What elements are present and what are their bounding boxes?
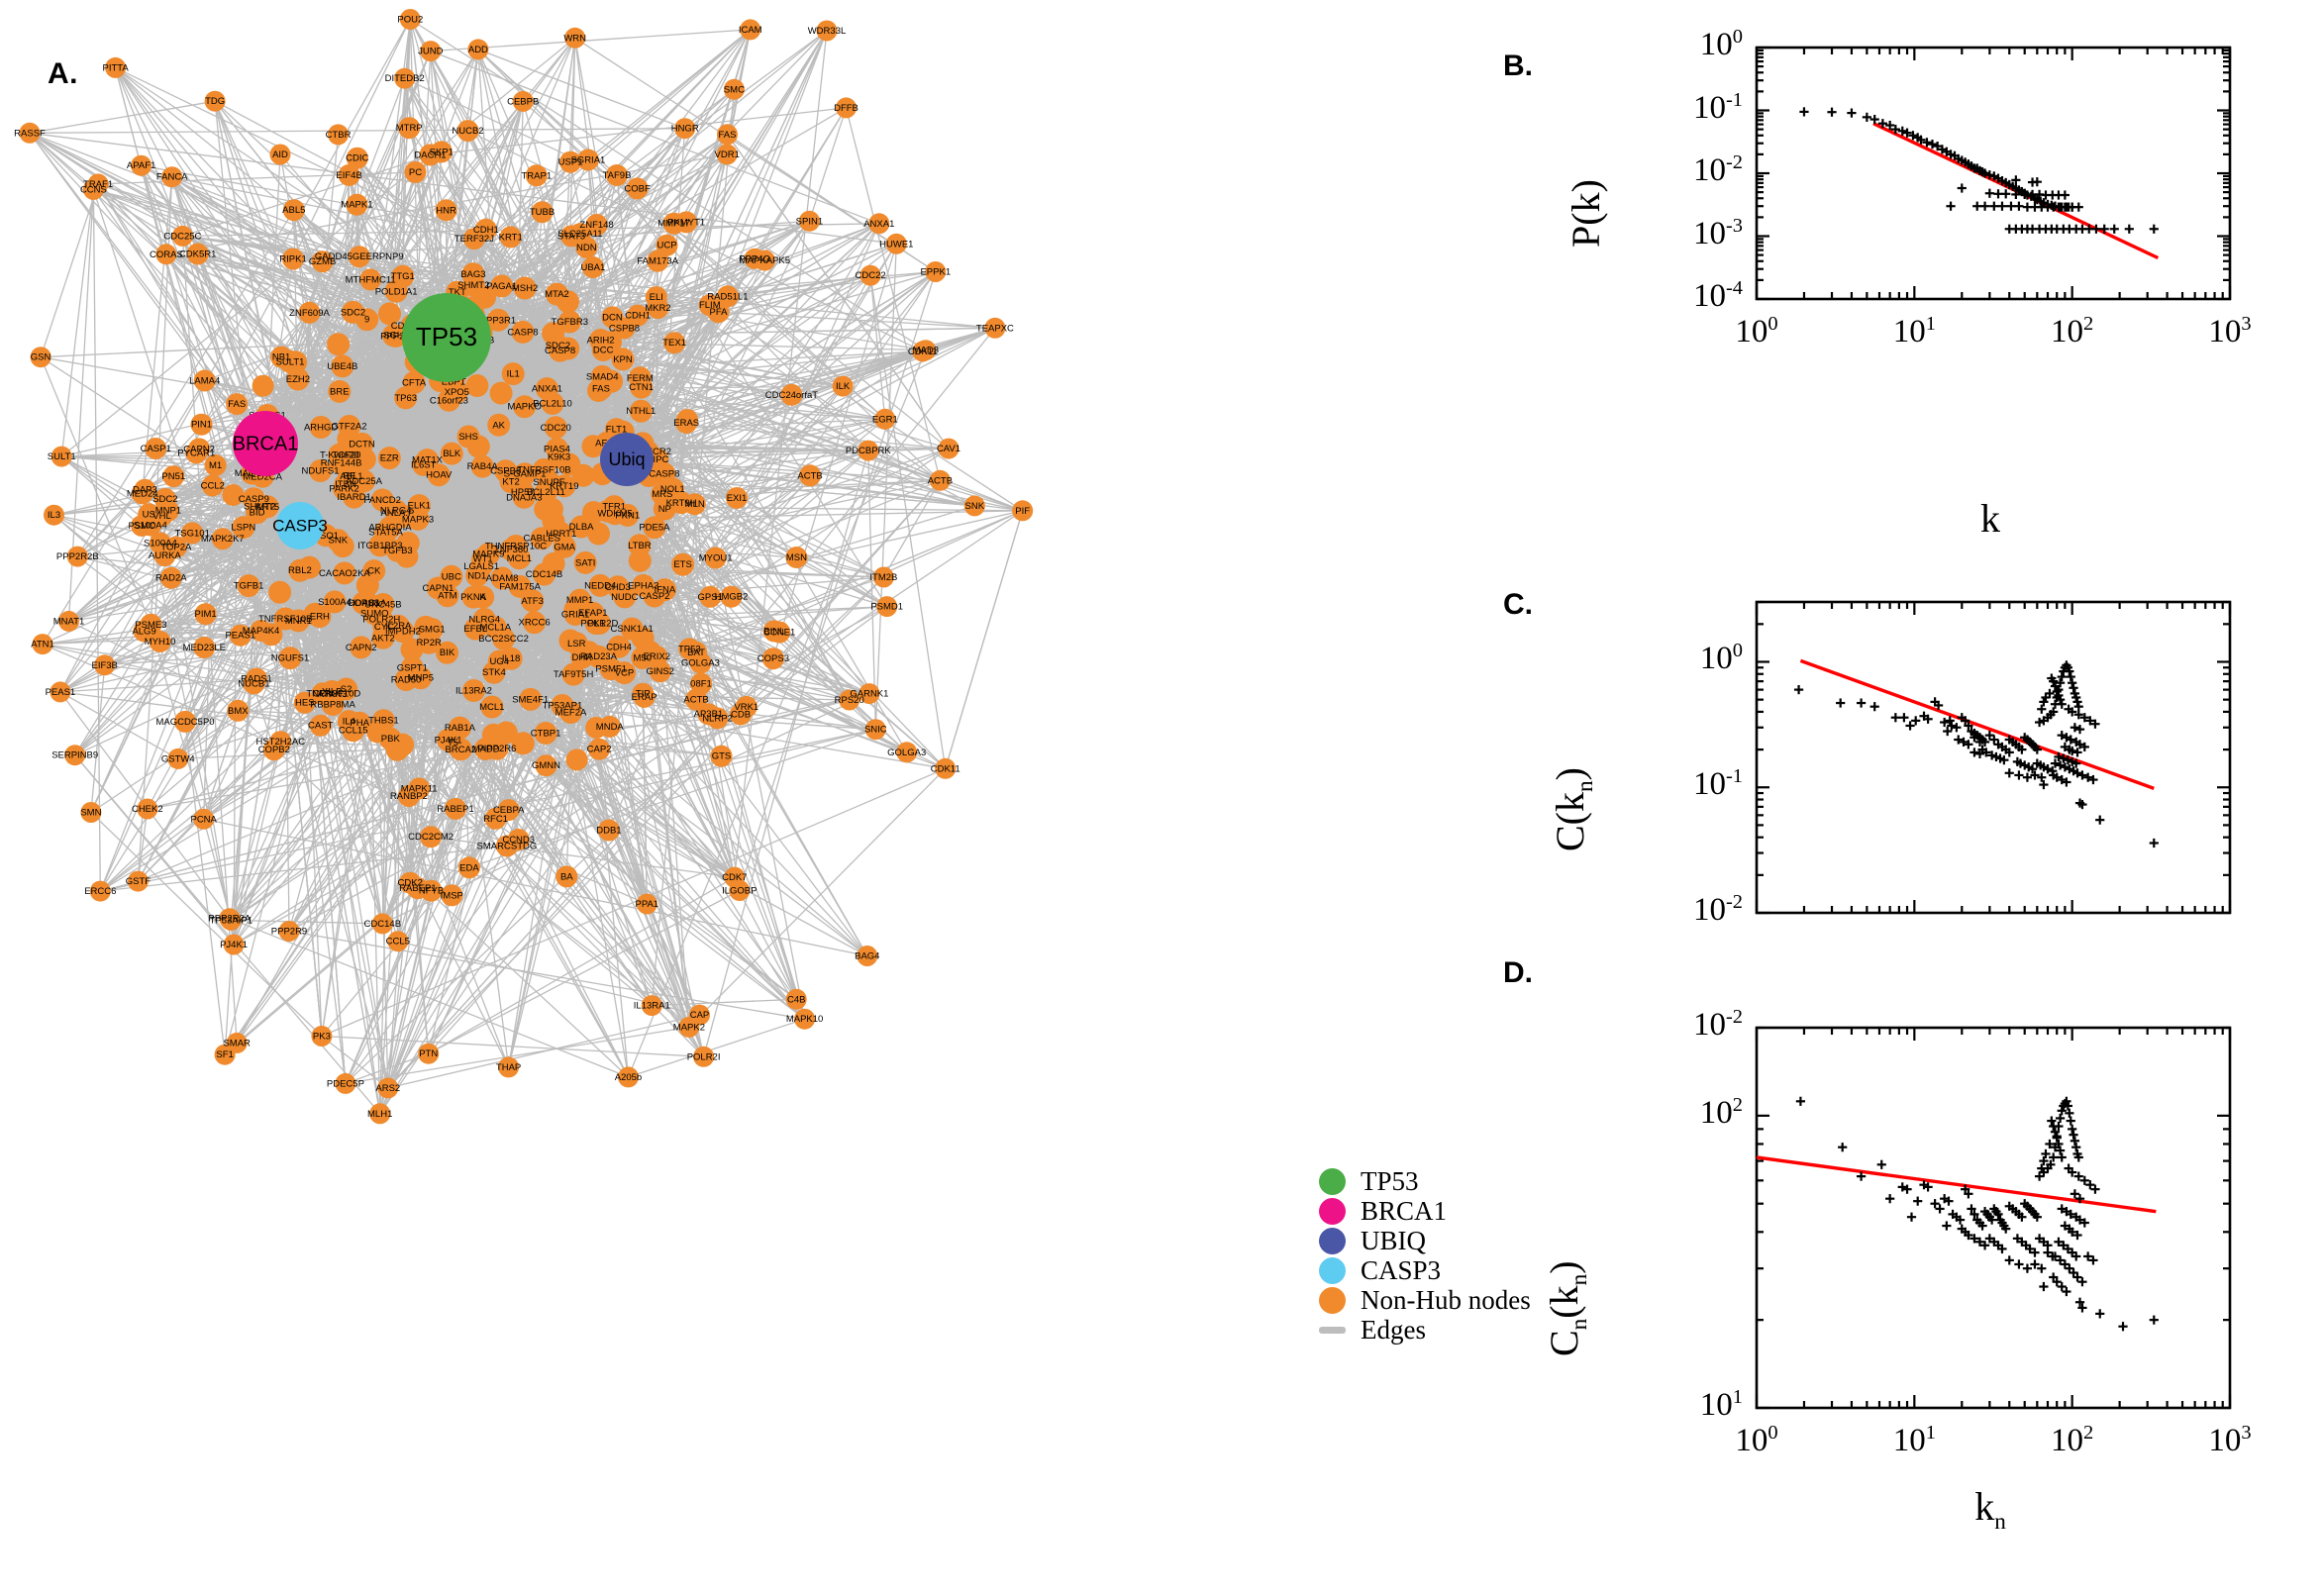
legend-swatch-dot xyxy=(1319,1256,1346,1284)
network-nodes: TAF9BABL5GMAMAGOHMCL1ADHRALG9CDC14BTHAPR… xyxy=(14,9,1034,1125)
network-graph: TAF9BABL5GMAMAGOHMCL1ADHRALG9CDC14BTHAPR… xyxy=(14,9,1034,1125)
network-legend: TP53 BRCA1 UBIQ CASP3 Non-Hub nodes Edges xyxy=(1319,1166,1531,1345)
legend-label: TP53 xyxy=(1361,1165,1419,1196)
legend-swatch-dot xyxy=(1319,1227,1346,1254)
panel-d-top-tick: 10-2 xyxy=(1692,1006,1743,1043)
hub-node-ubiq: Ubiq xyxy=(600,433,654,486)
panel-d-xtick-3: 103 xyxy=(2208,1422,2252,1458)
legend-item-ubiq: UBIQ xyxy=(1319,1226,1531,1255)
legend-item-tp53: TP53 xyxy=(1319,1166,1531,1196)
panel-d-axes xyxy=(1755,1026,2232,1410)
panel-b-ytick-3: 10-3 xyxy=(1692,214,1743,251)
panel-d-ytick-1: 101 xyxy=(1699,1386,1743,1423)
panel-b-label: B. xyxy=(1503,50,1533,82)
legend-item-casp3: CASP3 xyxy=(1319,1255,1531,1285)
panel-b-ylabel: P(k) xyxy=(1564,179,1608,248)
panel-b-ytick-0: 100 xyxy=(1699,26,1743,62)
panel-b-datapoints xyxy=(1799,107,2159,234)
network-hub-nodes: TP53 BRCA1 Ubiq CASP3 xyxy=(233,293,654,549)
panel-a-label: A. xyxy=(48,57,78,90)
legend-label: CASP3 xyxy=(1361,1254,1442,1285)
panel-d-ylabel: Cn(kn) xyxy=(1542,1260,1592,1356)
panel-c-plot xyxy=(1743,594,2238,921)
panel-b-ytick-2: 10-2 xyxy=(1692,151,1743,188)
panel-c-ytick-0: 100 xyxy=(1699,640,1743,677)
panel-d-xtick-0: 100 xyxy=(1735,1422,1778,1458)
panel-d-datapoints xyxy=(1795,1096,2159,1332)
legend-item-edges: Edges xyxy=(1319,1315,1531,1345)
panel-b-xtick-2: 102 xyxy=(2051,313,2094,349)
panel-d-ytick-0: 102 xyxy=(1699,1093,1743,1131)
panel-c-ylabel: C(kn) xyxy=(1548,767,1598,851)
panel-c-axes xyxy=(1755,600,2232,915)
hub-node-tp53: TP53 xyxy=(402,293,491,382)
panel-b-xtick-3: 103 xyxy=(2208,313,2252,349)
panel-c-ytick-2: 10-2 xyxy=(1692,891,1743,928)
panel-b-xtick-0: 100 xyxy=(1735,313,1778,349)
legend-item-brca1: BRCA1 xyxy=(1319,1196,1531,1226)
panel-d-xtick-2: 102 xyxy=(2051,1422,2094,1458)
legend-swatch-dot xyxy=(1319,1167,1346,1195)
hub-node-brca1: BRCA1 xyxy=(233,411,298,476)
panel-d-xlabel: kn xyxy=(1974,1484,2006,1535)
legend-swatch-line xyxy=(1319,1326,1346,1334)
legend-label: Non-Hub nodes xyxy=(1361,1284,1531,1315)
panel-b-axes xyxy=(1755,46,2232,301)
hub-node-casp3: CASP3 xyxy=(272,502,328,549)
panel-d-plot xyxy=(1743,1020,2238,1416)
panel-d-label: D. xyxy=(1503,956,1533,989)
panel-c-ytick-1: 10-1 xyxy=(1692,765,1743,803)
panel-a-network: A. TAF9B ABL5 GMA MAGOH MCL1A DHR ALG9 CDC14B TH… xyxy=(14,9,1034,1125)
legend-swatch-dot xyxy=(1319,1197,1346,1225)
panel-b-plot xyxy=(1743,40,2238,307)
panel-b-ytick-1: 10-1 xyxy=(1692,88,1743,126)
panel-c-datapoints xyxy=(1793,660,2159,848)
legend-label: Edges xyxy=(1361,1314,1426,1345)
legend-swatch-dot xyxy=(1319,1286,1346,1314)
panel-b-xtick-1: 101 xyxy=(1892,313,1936,349)
legend-label: UBIQ xyxy=(1361,1225,1426,1255)
legend-item-non-hub-nodes: Non-Hub nodes xyxy=(1319,1285,1531,1315)
panel-c-label: C. xyxy=(1503,588,1533,621)
panel-b-xlabel: k xyxy=(1980,496,2000,541)
panel-b-ytick-4: 10-4 xyxy=(1692,277,1743,314)
legend-label: BRCA1 xyxy=(1361,1195,1448,1226)
panel-d-xtick-1: 101 xyxy=(1892,1422,1936,1458)
